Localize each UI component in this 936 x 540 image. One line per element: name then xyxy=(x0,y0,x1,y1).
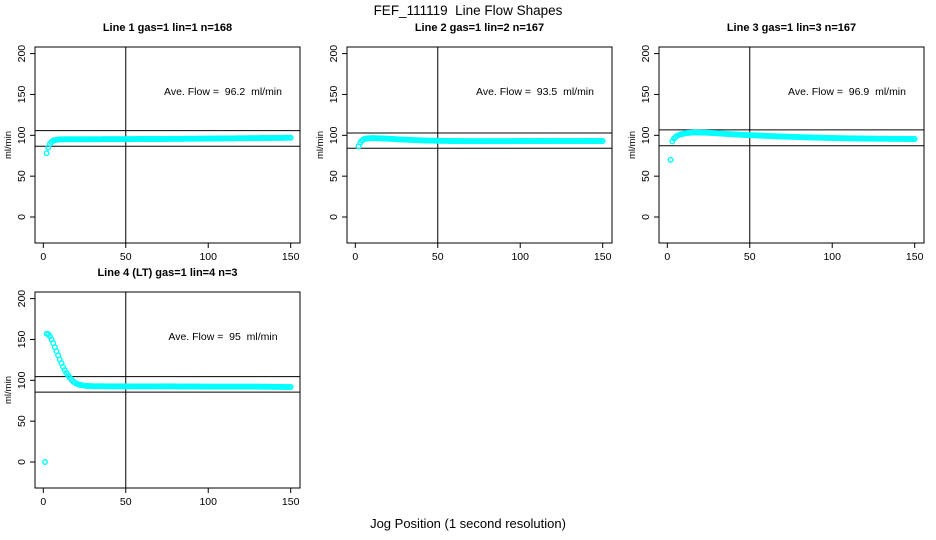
plot-canvas: 0 50 100 150 0 50 100 150 200 xyxy=(16,45,301,263)
svg-text:100: 100 xyxy=(199,251,217,263)
plot-canvas: 0 50 100 150 0 50 100 150 200 xyxy=(640,45,925,263)
svg-text:100: 100 xyxy=(640,126,652,144)
svg-text:50: 50 xyxy=(640,170,652,182)
svg-text:150: 150 xyxy=(16,331,28,349)
reference-lines xyxy=(659,47,924,243)
x-ticks: 0 50 100 150 xyxy=(40,243,300,263)
subplot-line-2: Line 2 gas=1 lin=2 n=167 ml/min Ave. Flo… xyxy=(312,20,624,265)
svg-text:0: 0 xyxy=(664,251,670,263)
svg-text:50: 50 xyxy=(744,251,756,263)
ave-flow-annotation: Ave. Flow = 96.2 ml/min xyxy=(164,86,282,98)
subplot-title: Line 3 gas=1 lin=3 n=167 xyxy=(726,22,857,34)
plot-box xyxy=(34,291,301,489)
reference-lines xyxy=(347,47,612,243)
svg-text:0: 0 xyxy=(352,251,358,263)
svg-text:150: 150 xyxy=(594,251,612,263)
subplot-title: Line 4 (LT) gas=1 lin=4 n=3 xyxy=(97,267,238,279)
svg-text:50: 50 xyxy=(16,415,28,427)
data-points xyxy=(667,129,918,163)
svg-text:50: 50 xyxy=(432,251,444,263)
data-points xyxy=(43,134,294,157)
svg-text:0: 0 xyxy=(16,459,28,465)
svg-text:50: 50 xyxy=(328,170,340,182)
plot-canvas: 0 50 100 150 0 50 100 150 200 xyxy=(328,45,613,263)
ave-flow-annotation: Ave. Flow = 93.5 ml/min xyxy=(476,86,594,98)
data-points xyxy=(41,330,294,465)
svg-text:50: 50 xyxy=(16,170,28,182)
subplot-line-3: Line 3 gas=1 lin=3 n=167 ml/min Ave. Flo… xyxy=(624,20,936,265)
y-ticks: 0 50 100 150 200 xyxy=(16,45,35,220)
y-ticks: 0 50 100 150 200 xyxy=(328,45,347,220)
svg-text:150: 150 xyxy=(906,251,924,263)
svg-text:200: 200 xyxy=(16,290,28,308)
subplot-line-4: Line 4 (LT) gas=1 lin=4 n=3 ml/min Ave. … xyxy=(0,265,312,510)
subplot-title: Line 1 gas=1 lin=1 n=168 xyxy=(102,22,233,34)
svg-text:100: 100 xyxy=(823,251,841,263)
plot-box xyxy=(34,46,301,244)
x-ticks: 0 50 100 150 xyxy=(664,243,924,263)
svg-text:150: 150 xyxy=(640,86,652,104)
svg-text:100: 100 xyxy=(16,371,28,389)
svg-text:100: 100 xyxy=(511,251,529,263)
svg-text:150: 150 xyxy=(282,251,300,263)
x-ticks: 0 50 100 150 xyxy=(352,243,612,263)
svg-text:200: 200 xyxy=(328,45,340,63)
svg-text:150: 150 xyxy=(328,86,340,104)
x-ticks: 0 50 100 150 xyxy=(40,488,300,508)
svg-text:100: 100 xyxy=(16,126,28,144)
svg-text:0: 0 xyxy=(40,251,46,263)
y-ticks: 0 50 100 150 200 xyxy=(16,290,35,465)
svg-text:200: 200 xyxy=(640,45,652,63)
subplot-title: Line 2 gas=1 lin=2 n=167 xyxy=(414,22,545,34)
plot-canvas: 0 50 100 150 0 50 100 150 200 xyxy=(16,290,301,508)
plot-box xyxy=(346,46,613,244)
subplot-line-1: Line 1 gas=1 lin=1 n=168 ml/min Ave. Flo… xyxy=(0,20,312,265)
svg-text:150: 150 xyxy=(16,86,28,104)
plot-box xyxy=(658,46,925,244)
svg-text:150: 150 xyxy=(282,496,300,508)
svg-text:100: 100 xyxy=(328,126,340,144)
figure-title: FEF_111119 Line Flow Shapes xyxy=(373,3,563,18)
svg-text:0: 0 xyxy=(40,496,46,508)
svg-text:50: 50 xyxy=(120,251,132,263)
reference-lines xyxy=(35,292,300,488)
svg-text:100: 100 xyxy=(199,496,217,508)
ave-flow-annotation: Ave. Flow = 96.9 ml/min xyxy=(788,86,906,98)
data-points xyxy=(355,135,606,150)
svg-text:50: 50 xyxy=(120,496,132,508)
svg-text:0: 0 xyxy=(640,214,652,220)
svg-text:0: 0 xyxy=(328,214,340,220)
svg-text:200: 200 xyxy=(16,45,28,63)
ave-flow-annotation: Ave. Flow = 95 ml/min xyxy=(168,331,278,343)
x-axis-label: Jog Position (1 second resolution) xyxy=(370,516,566,531)
svg-text:0: 0 xyxy=(16,214,28,220)
reference-lines xyxy=(35,47,300,243)
y-ticks: 0 50 100 150 200 xyxy=(640,45,659,220)
